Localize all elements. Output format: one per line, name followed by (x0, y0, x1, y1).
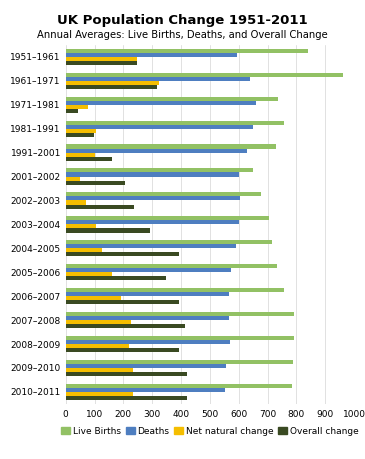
Bar (66, 292, 229, 297)
Bar (66, 340, 230, 344)
Bar (66, 153, 95, 157)
Bar (66, 316, 228, 320)
Bar (66, 221, 239, 225)
Bar (66, 225, 96, 229)
Bar (66, 97, 278, 101)
Bar (66, 110, 78, 114)
Bar (66, 360, 293, 364)
Bar (66, 297, 121, 301)
Bar (66, 348, 179, 353)
Bar (66, 181, 126, 185)
Bar (66, 372, 187, 376)
Bar (66, 177, 80, 181)
Bar (66, 217, 269, 221)
Text: UK Population Change 1951-2011: UK Population Change 1951-2011 (57, 14, 308, 27)
Bar (66, 149, 247, 153)
Bar (66, 173, 239, 177)
Bar (66, 273, 112, 277)
Bar (66, 288, 284, 292)
Bar (66, 54, 237, 58)
Bar (66, 78, 250, 82)
Bar (66, 82, 160, 86)
Bar (66, 125, 253, 129)
Bar (66, 269, 231, 273)
Bar (66, 241, 272, 245)
Bar (66, 197, 241, 201)
Bar (66, 249, 102, 253)
Bar (66, 134, 94, 138)
Bar (66, 201, 86, 205)
Bar (66, 245, 236, 249)
Bar (66, 392, 133, 396)
Bar (66, 86, 157, 90)
Bar (66, 50, 308, 54)
Bar (66, 193, 261, 197)
Bar (66, 312, 294, 316)
Bar (66, 169, 253, 173)
Bar (66, 121, 284, 125)
Bar (66, 129, 96, 134)
Bar (66, 384, 292, 388)
Bar (66, 62, 137, 66)
Bar (66, 320, 131, 325)
Bar (66, 73, 343, 78)
Bar (66, 58, 137, 62)
Bar (66, 205, 134, 209)
Bar (66, 368, 133, 372)
Bar (66, 277, 166, 281)
Bar (66, 388, 225, 392)
Bar (66, 264, 277, 269)
Bar (66, 301, 179, 305)
Bar (66, 229, 150, 233)
Bar (66, 325, 184, 329)
Bar (66, 364, 226, 368)
Bar (66, 336, 294, 340)
Bar (66, 101, 256, 106)
Bar (66, 145, 276, 149)
Bar (66, 396, 187, 400)
Legend: Live Births, Deaths, Net natural change, Overall change: Live Births, Deaths, Net natural change,… (58, 423, 362, 439)
Bar (66, 106, 88, 110)
Bar (66, 253, 179, 257)
Bar (66, 344, 130, 348)
Text: Annual Averages: Live Births, Deaths, and Overall Change: Annual Averages: Live Births, Deaths, an… (37, 30, 328, 40)
Bar (66, 157, 112, 162)
